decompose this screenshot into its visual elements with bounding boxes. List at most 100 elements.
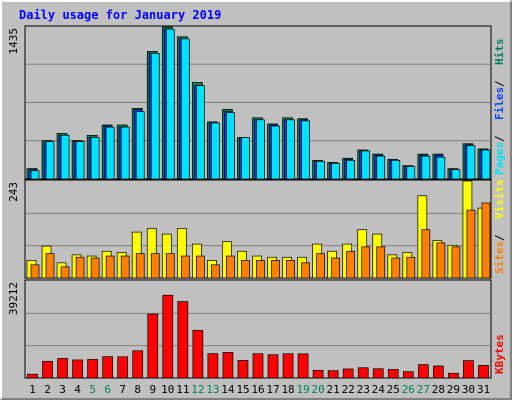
bar-sites bbox=[180, 255, 190, 279]
x-tick-label: 7 bbox=[119, 383, 126, 396]
x-tick-label: 9 bbox=[149, 383, 156, 396]
bar-sites bbox=[90, 257, 100, 279]
bar-pages bbox=[105, 126, 115, 180]
bar-kbytes bbox=[478, 365, 489, 379]
bar-sites bbox=[391, 257, 401, 279]
bar-sites bbox=[196, 255, 205, 279]
x-tick-label: 4 bbox=[74, 383, 81, 396]
y-max-label: 1435 bbox=[7, 28, 20, 55]
bar-pages bbox=[256, 119, 265, 180]
bar-pages bbox=[391, 160, 401, 180]
bar-sites bbox=[60, 266, 70, 279]
bar-pages bbox=[165, 28, 175, 180]
bar-sites bbox=[241, 260, 250, 279]
bar-sites bbox=[406, 256, 416, 279]
x-tick-label: 13 bbox=[206, 383, 219, 396]
bar-sites bbox=[105, 255, 115, 279]
bar-pages bbox=[421, 155, 431, 180]
bar-pages bbox=[361, 150, 371, 180]
bar-sites bbox=[271, 260, 280, 279]
bar-pages bbox=[376, 155, 386, 180]
x-tick-label: 23 bbox=[357, 383, 370, 396]
bar-kbytes bbox=[222, 352, 234, 379]
bar-pages bbox=[211, 122, 220, 180]
x-tick-label: 12 bbox=[191, 383, 204, 396]
bar-pages bbox=[90, 137, 100, 180]
chart-title: Daily usage for January 2019 bbox=[19, 8, 221, 22]
bar-pages bbox=[481, 149, 491, 180]
bar-kbytes bbox=[162, 294, 174, 379]
x-tick-label: 25 bbox=[387, 383, 400, 396]
x-tick-label: 21 bbox=[327, 383, 340, 396]
x-tick-label: 30 bbox=[462, 383, 475, 396]
bar-pages bbox=[150, 53, 160, 180]
bar-sites bbox=[436, 242, 446, 279]
panel-kbytes: 39212 KBytes bbox=[7, 279, 506, 379]
bar-kbytes bbox=[387, 369, 399, 379]
bar-pages bbox=[45, 141, 55, 180]
x-tick-label: 11 bbox=[176, 383, 189, 396]
bar-pages bbox=[406, 166, 416, 180]
bar-pages bbox=[196, 85, 205, 180]
bar-sites bbox=[361, 246, 371, 279]
bar-kbytes bbox=[177, 301, 189, 379]
bar-sites bbox=[316, 253, 325, 279]
bar-pages bbox=[451, 169, 461, 180]
bar-sites bbox=[135, 253, 145, 279]
x-tick-label: 28 bbox=[432, 383, 445, 396]
x-tick-label: 18 bbox=[281, 383, 294, 396]
bar-kbytes bbox=[282, 353, 294, 379]
bar-pages bbox=[436, 156, 446, 180]
legend-files: Files bbox=[493, 87, 506, 120]
x-tick-label: 8 bbox=[134, 383, 141, 396]
legend-separator: / bbox=[493, 234, 506, 241]
bar-kbytes bbox=[87, 359, 98, 379]
panel-hits-files-pages: 1435 Pages / Files / Hits bbox=[7, 25, 506, 180]
bar-kbytes bbox=[117, 356, 129, 379]
x-tick-label: 10 bbox=[161, 383, 174, 396]
bar-sites bbox=[466, 209, 476, 279]
bar-pages bbox=[271, 125, 280, 180]
bar-kbytes bbox=[402, 371, 414, 379]
bar-kbytes bbox=[342, 368, 354, 379]
bar-kbytes bbox=[448, 372, 459, 379]
legend-hits: Hits bbox=[493, 39, 506, 66]
x-tick-label: 16 bbox=[251, 383, 264, 396]
bar-pages bbox=[466, 145, 476, 180]
bar-kbytes bbox=[102, 356, 114, 379]
legend-separator: / bbox=[493, 135, 506, 142]
bar-pages bbox=[331, 163, 340, 180]
legend-kbytes: KBytes bbox=[493, 334, 506, 374]
bar-kbytes bbox=[312, 369, 324, 379]
bar-kbytes bbox=[207, 353, 219, 379]
bar-sites bbox=[165, 253, 175, 279]
bar-sites bbox=[211, 264, 220, 279]
bar-kbytes bbox=[417, 364, 429, 379]
y-max-label: 39212 bbox=[7, 282, 20, 315]
bar-pages bbox=[60, 135, 70, 180]
bar-sites bbox=[301, 262, 310, 279]
bar-kbytes bbox=[372, 368, 384, 379]
bar-kbytes bbox=[42, 360, 53, 379]
bar-sites bbox=[150, 253, 160, 279]
bar-kbytes bbox=[147, 313, 159, 379]
bar-kbytes bbox=[27, 373, 38, 379]
bar-kbytes bbox=[72, 359, 83, 379]
bar-sites bbox=[256, 260, 265, 279]
x-tick-label: 6 bbox=[104, 383, 111, 396]
bar-sites bbox=[45, 253, 55, 279]
x-tick-label: 19 bbox=[296, 383, 309, 396]
bar-sites bbox=[30, 264, 40, 279]
bar-kbytes bbox=[267, 354, 279, 379]
x-tick-label: 31 bbox=[477, 383, 490, 396]
x-tick-label: 15 bbox=[236, 383, 249, 396]
bar-pages bbox=[75, 141, 85, 180]
x-tick-label: 1 bbox=[29, 383, 36, 396]
bar-pages bbox=[286, 119, 295, 180]
x-tick-label: 22 bbox=[342, 383, 355, 396]
bar-kbytes bbox=[327, 370, 339, 379]
bar-sites bbox=[226, 255, 235, 279]
bar-sites bbox=[120, 255, 130, 279]
bar-kbytes bbox=[463, 360, 474, 379]
